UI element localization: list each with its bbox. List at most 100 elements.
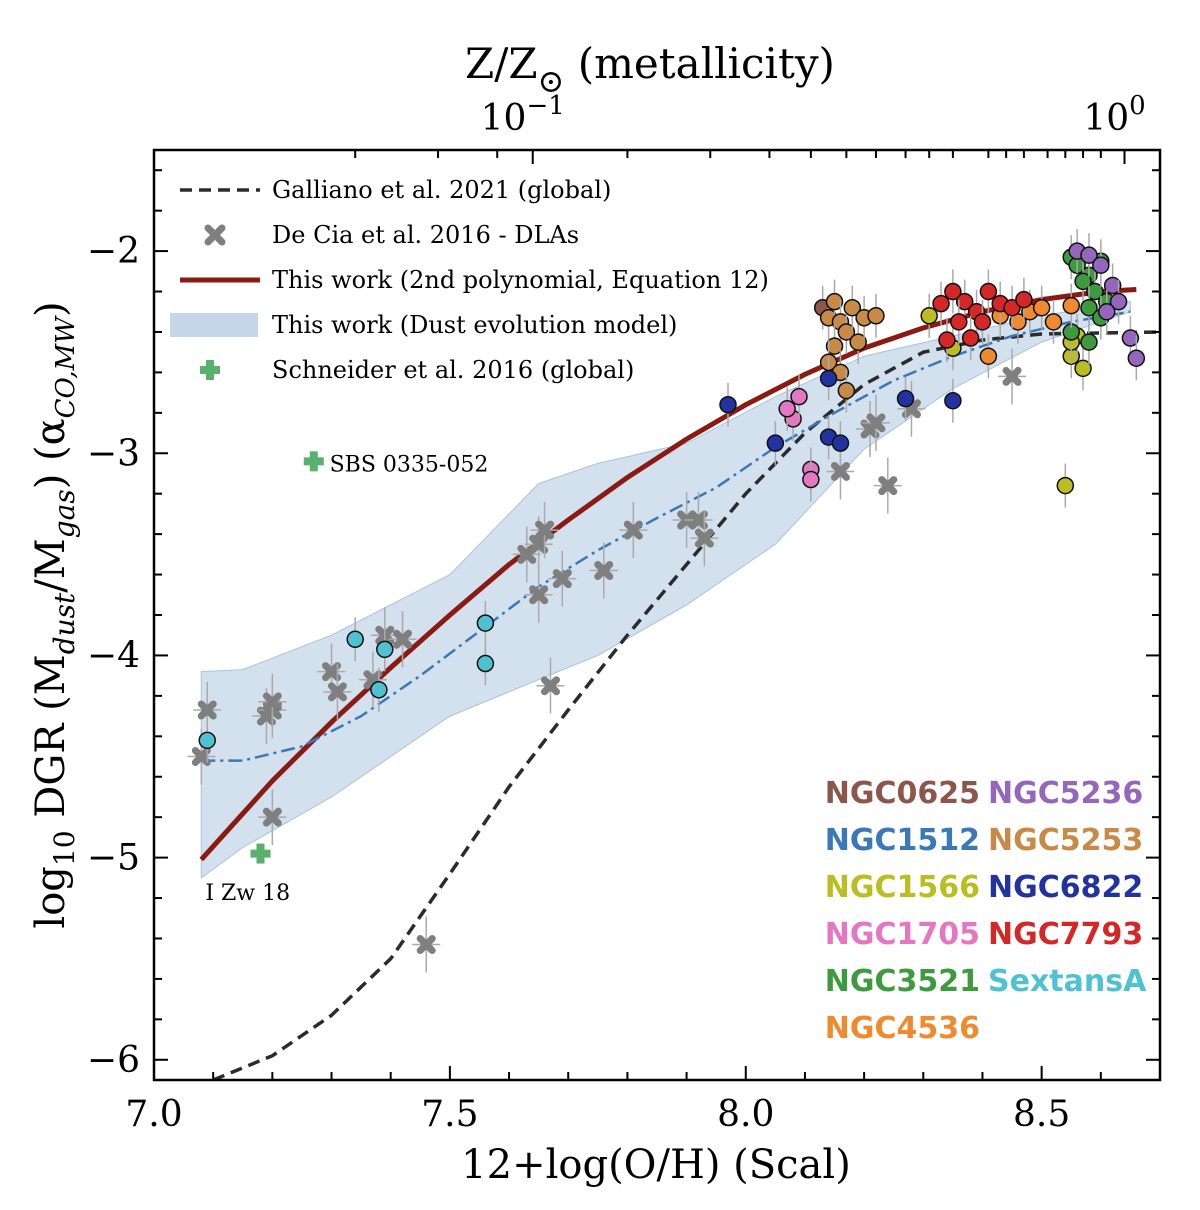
point-ngc5236 (1121, 329, 1140, 347)
point-ngc5253 (837, 323, 856, 341)
dla-point (416, 935, 436, 955)
point-ngc5253 (849, 333, 867, 351)
cross-stroke (322, 662, 342, 682)
sun-symbol: ⊙ (538, 62, 565, 100)
point-ngc3521 (1074, 272, 1092, 291)
point-ngc7793 (1015, 290, 1033, 309)
point-ngc6822 (766, 434, 785, 452)
x-tick-label: 7.0 (125, 1094, 182, 1135)
galliano-curve (212, 330, 1160, 1080)
legend-label: This work (Dust evolution model) (272, 311, 677, 339)
cross-stroke (262, 807, 282, 827)
point-sextansa (376, 640, 394, 659)
dla-point (866, 413, 886, 433)
dla-point (322, 662, 342, 682)
point-ngc7793 (961, 329, 980, 347)
cross-stroke (830, 461, 850, 481)
dla-point (197, 700, 217, 720)
point-ngc4536 (979, 347, 998, 365)
dla-point (262, 692, 282, 712)
point-sextansa (198, 731, 217, 750)
galaxy-label-ngc5253: NGC5253 (988, 823, 1143, 858)
point-ngc6822 (896, 389, 915, 408)
point-ngc5253 (843, 298, 862, 317)
galaxy-label-ngc3521: NGC3521 (825, 964, 980, 999)
cross-stroke (204, 224, 226, 246)
point-ngc7793 (950, 313, 968, 331)
point-ngc5253 (825, 292, 844, 311)
galaxy-label-ngc7793: NGC7793 (988, 917, 1143, 952)
legend-swatch (200, 360, 220, 380)
dla-point (688, 510, 708, 530)
legend-item-schneider: Schneider et al. 2016 (global) (200, 356, 634, 384)
annotation-label: SBS 0335-052 (330, 452, 489, 477)
schneider-point (250, 843, 271, 864)
legend-item-galliano: Galliano et al. 2021 (global) (180, 176, 611, 204)
cross-stroke (594, 561, 614, 581)
cross-stroke (688, 510, 708, 530)
point-ngc4536 (1062, 296, 1080, 315)
galaxy-label-ngc0625: NGC0625 (825, 776, 980, 811)
dla-point (327, 682, 347, 702)
dla-point (594, 561, 614, 581)
point-sextansa (370, 681, 388, 699)
cross-stroke (262, 692, 282, 712)
point-ngc7793 (1003, 298, 1021, 317)
x-axis-title: 12+log(O/H) (Scal) (461, 1142, 851, 1188)
cross-stroke (191, 747, 211, 767)
y-tick-label: −2 (87, 231, 140, 272)
dla-point (878, 476, 898, 496)
point-sextansa (346, 630, 364, 649)
dla-point (623, 520, 643, 540)
galaxy-label-ngc6822: NGC6822 (988, 870, 1143, 905)
dla-point (694, 528, 714, 548)
point-ngc5236 (1109, 292, 1128, 311)
point-ngc7793 (973, 313, 992, 331)
y-tick-label: −4 (87, 635, 140, 676)
point-ngc1705 (802, 470, 820, 489)
point-ngc6822 (819, 369, 838, 388)
dla-point (262, 807, 282, 827)
cross-stroke (1002, 366, 1022, 386)
point-ngc6822 (831, 434, 850, 452)
cross-stroke (529, 534, 549, 554)
dla-point (535, 520, 555, 540)
annotation-label: I Zw 18 (205, 881, 290, 906)
point-ngc7793 (932, 294, 950, 313)
dla-point (529, 585, 549, 605)
cross-stroke (197, 700, 217, 720)
x-tick-label: 8.0 (717, 1094, 774, 1135)
dla-point (540, 676, 560, 696)
cross-stroke (393, 629, 413, 649)
point-ngc7793 (955, 292, 974, 311)
point-ngc6822 (944, 391, 962, 410)
legend-item-model: This work (Dust evolution model) (170, 311, 677, 339)
galaxy-label-ngc1512: NGC1512 (825, 823, 980, 858)
point-ngc7793 (938, 331, 956, 349)
point-ngc5236 (1127, 349, 1146, 367)
legend-label: De Cia et al. 2016 - DLAs (272, 221, 579, 249)
galaxy-label-sextansa: SextansA (988, 964, 1147, 999)
top-tick-label: 10−1 (481, 91, 565, 139)
point-ngc7793 (979, 282, 998, 301)
point-ngc1705 (778, 400, 796, 418)
y-tick-label: −5 (87, 838, 140, 879)
point-ngc7793 (944, 282, 962, 301)
legend-label: Galliano et al. 2021 (global) (272, 176, 611, 204)
dla-point (529, 534, 549, 554)
point-ngc6822 (719, 395, 737, 414)
point-ngc4536 (1032, 298, 1051, 317)
cross-stroke (535, 520, 555, 540)
point-sextansa (476, 654, 495, 673)
cross-stroke (540, 676, 560, 696)
point-ngc1705 (790, 387, 808, 406)
legend-item-decia: De Cia et al. 2016 - DLAs (204, 221, 579, 249)
cross-stroke (694, 528, 714, 548)
cross-stroke (552, 569, 572, 589)
dla-point (552, 569, 572, 589)
dust-model-median-curve (201, 310, 1131, 762)
point-ngc5253 (825, 337, 844, 355)
cross-stroke (901, 399, 921, 419)
point-ngc5236 (1080, 246, 1098, 264)
